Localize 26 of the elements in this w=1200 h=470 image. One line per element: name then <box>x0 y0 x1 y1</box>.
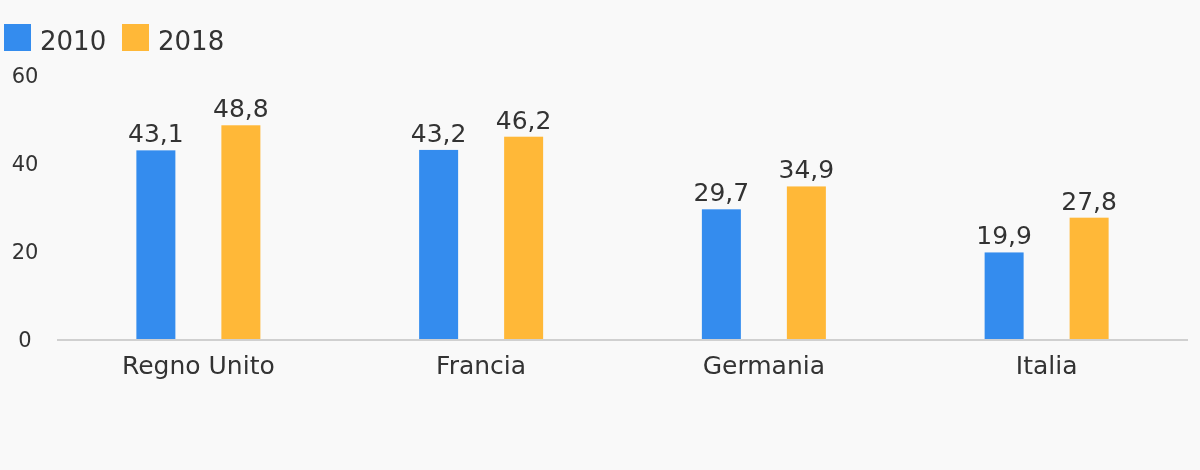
bar <box>701 209 741 340</box>
bar <box>984 252 1024 340</box>
bar <box>136 150 176 340</box>
x-tick-label: Francia <box>436 351 527 380</box>
legend-label: 2010 <box>40 26 107 56</box>
y-tick-label: 0 <box>18 328 32 353</box>
data-label: 19,9 <box>976 221 1032 251</box>
bar <box>1069 217 1109 340</box>
data-label: 48,8 <box>213 94 269 124</box>
data-label: 43,2 <box>410 118 467 148</box>
x-tick-label: Germania <box>702 351 826 380</box>
data-label: 34,9 <box>778 155 835 185</box>
legend-label: 2018 <box>158 26 225 56</box>
x-tick-label: Regno Unito <box>121 351 275 380</box>
bar <box>504 136 544 340</box>
y-tick-label: 60 <box>11 64 39 89</box>
data-label: 43,1 <box>128 119 184 149</box>
x-tick-label: Italia <box>1015 351 1078 380</box>
y-tick-label: 20 <box>11 240 39 265</box>
data-label: 27,8 <box>1061 186 1117 216</box>
data-label: 29,7 <box>693 178 750 208</box>
bar <box>786 186 826 340</box>
data-label: 46,2 <box>495 105 552 135</box>
bar <box>221 125 261 340</box>
y-tick-label: 40 <box>11 152 39 177</box>
bar <box>419 149 459 340</box>
